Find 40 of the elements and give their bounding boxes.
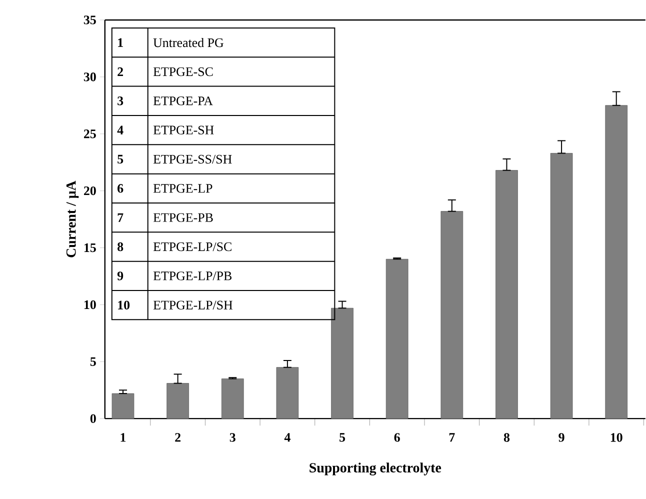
- category-label: 3: [118, 96, 124, 106]
- y-axis-title: Current / μA: [66, 180, 79, 258]
- category-label: 2: [118, 68, 124, 76]
- x-tick-label: 9: [558, 433, 564, 442]
- annotation: Untreated PG: [153, 38, 224, 48]
- category-label: 5: [118, 155, 124, 164]
- category-label: 1: [118, 38, 123, 48]
- x-tick-label: 4: [284, 433, 290, 442]
- category-label: 9: [117, 272, 124, 281]
- annotation: ETPGE-LP/SC: [153, 242, 232, 252]
- category-label: 8: [118, 242, 124, 252]
- annotation: ETPGE-SC: [153, 68, 213, 76]
- category-label: 10: [118, 300, 130, 310]
- x-tick-label: 5: [340, 433, 346, 442]
- annotation: ETPGE-LP: [153, 184, 212, 193]
- y-tick-label: 30: [84, 72, 96, 82]
- y-tick-label: 5: [90, 358, 96, 366]
- category-label: 4: [117, 126, 124, 135]
- category-label: 7: [118, 214, 124, 222]
- annotation: ETPGE-SH: [153, 126, 214, 135]
- x-axis-title: Supporting electrolyte: [310, 462, 442, 476]
- category-label: 6: [118, 184, 124, 193]
- x-tick-label: 10: [610, 433, 622, 442]
- y-tick-label: 10: [84, 300, 96, 310]
- annotation: ETPGE-PA: [153, 96, 213, 106]
- x-tick-label: 3: [230, 433, 236, 442]
- x-tick-label: 7: [449, 433, 455, 442]
- y-tick-label: 0: [90, 414, 96, 424]
- x-tick-label: 2: [175, 433, 180, 442]
- annotation: ETPGE-SS/SH: [153, 155, 232, 164]
- annotation: ETPGE-LP/SH: [153, 300, 232, 310]
- annotation: ETPGE-PB: [153, 213, 213, 222]
- x-tick-label: 8: [504, 433, 510, 442]
- x-tick-label: 1: [120, 433, 126, 442]
- y-tick-label: 35: [84, 16, 96, 25]
- x-tick-label: 6: [394, 433, 400, 442]
- y-tick-label: 15: [84, 244, 96, 252]
- y-tick-label: 20: [84, 186, 96, 196]
- annotation: ETPGE-LP/PB: [153, 272, 232, 281]
- y-tick-label: 25: [84, 130, 96, 138]
